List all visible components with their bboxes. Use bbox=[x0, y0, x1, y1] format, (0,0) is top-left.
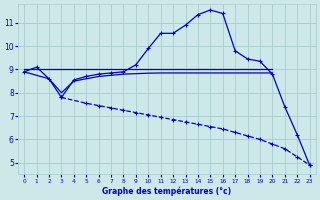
X-axis label: Graphe des températures (°c): Graphe des températures (°c) bbox=[102, 186, 231, 196]
